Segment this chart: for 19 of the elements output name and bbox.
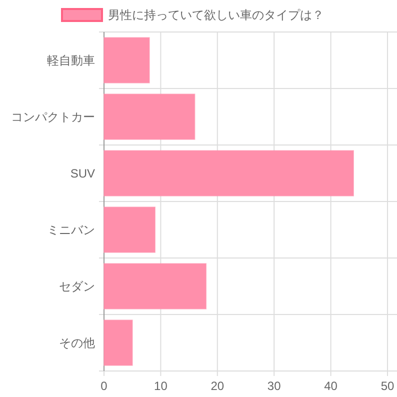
x-tick-label: 40	[324, 379, 338, 393]
y-tick-label: コンパクトカー	[11, 110, 95, 124]
x-tick-label: 20	[210, 379, 224, 393]
x-tick-label: 50	[380, 379, 394, 393]
bar	[104, 94, 196, 140]
y-tick-label: 軽自動車	[47, 53, 95, 68]
y-tick-label: ミニバン	[47, 222, 95, 237]
bar	[104, 320, 133, 366]
y-tick-label: セダン	[59, 279, 95, 294]
bar	[104, 150, 354, 196]
x-tick-label: 10	[154, 379, 168, 393]
x-tick-label: 0	[100, 379, 108, 393]
x-tick-label: 30	[267, 379, 282, 393]
bar	[104, 37, 150, 84]
y-tick-label: その他	[59, 336, 95, 350]
bar	[104, 206, 156, 253]
legend-label: 男性に持っていて欲しい車のタイプは？	[108, 8, 324, 22]
y-tick-label: SUV	[70, 166, 95, 180]
bar	[104, 263, 207, 310]
